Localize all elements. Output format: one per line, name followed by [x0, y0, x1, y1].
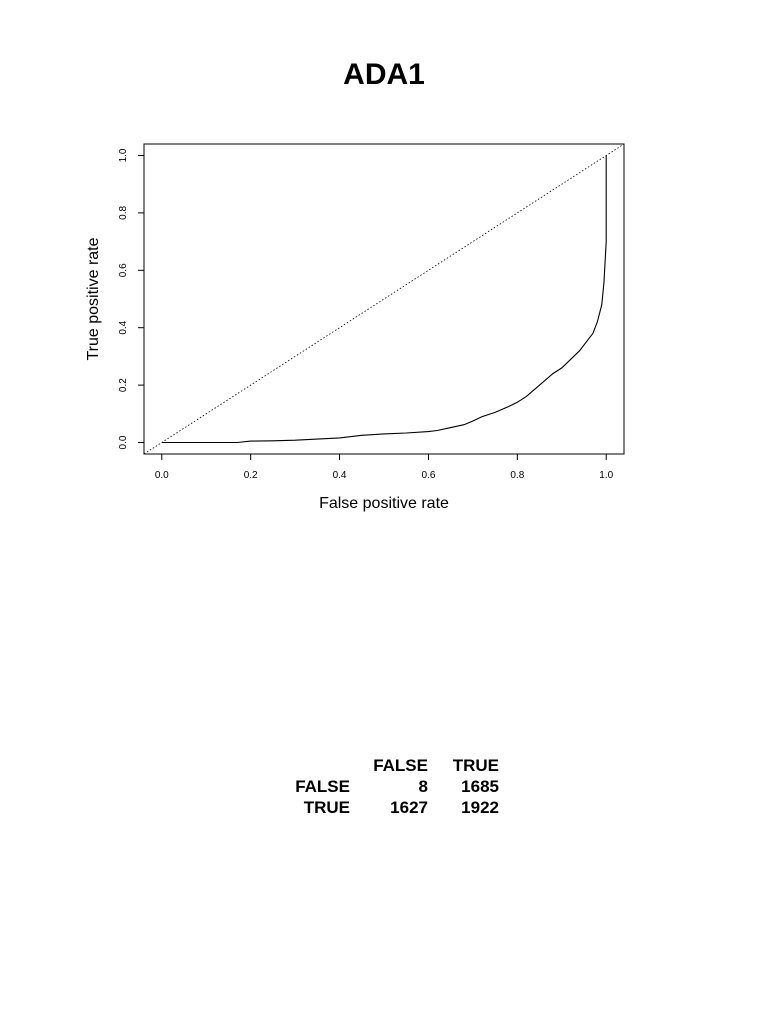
- y-tick-label: 1.0: [118, 148, 129, 162]
- confusion-table: FALSE TRUE FALSE 8 1685 TRUE 1627 1922: [278, 755, 499, 818]
- row-header: TRUE: [303, 798, 350, 817]
- series-layer: [143, 143, 625, 455]
- x-tick-label: 1.0: [599, 470, 613, 481]
- x-tick-label: 0.4: [333, 470, 347, 481]
- plot-frame: [143, 143, 625, 455]
- row-header: FALSE: [295, 777, 350, 796]
- roc-chart: ADA1 0.0 0.2 0.4 0.6 0.8 1.0 0.0 0.2 0.4 0.6 0.8 1…: [85, 58, 625, 512]
- x-axis-label: False positive rate: [319, 495, 449, 512]
- chart-title: ADA1: [343, 58, 425, 91]
- x-tick-label: 0.8: [510, 470, 524, 481]
- table-cell: 8: [418, 777, 428, 796]
- y-axis: 0.0 0.2 0.4 0.6 0.8 1.0: [118, 148, 144, 449]
- x-tick-label: 0.6: [421, 470, 435, 481]
- table-row: TRUE 1627 1922: [278, 797, 499, 818]
- table-cell: 1627: [390, 798, 428, 817]
- x-tick-label: 0.0: [155, 470, 169, 481]
- table-header-row: FALSE TRUE: [278, 755, 499, 776]
- table-row: FALSE 8 1685: [278, 776, 499, 797]
- y-axis-label: True positive rate: [85, 237, 102, 360]
- y-tick-label: 0.6: [118, 263, 129, 277]
- roc-curve-line: [161, 155, 607, 444]
- y-tick-label: 0.8: [118, 206, 129, 220]
- y-tick-label: 0.2: [118, 378, 129, 392]
- table-corner: [278, 755, 350, 776]
- x-axis: 0.0 0.2 0.4 0.6 0.8 1.0: [155, 454, 614, 481]
- y-tick-label: 0.4: [118, 320, 129, 334]
- table-cell: 1685: [461, 777, 499, 796]
- reference-diagonal-line: [143, 143, 625, 455]
- column-header: FALSE: [373, 756, 428, 775]
- table-cell: 1922: [461, 798, 499, 817]
- x-tick-label: 0.2: [244, 470, 258, 481]
- y-tick-label: 0.0: [118, 435, 129, 449]
- column-header: TRUE: [452, 756, 499, 775]
